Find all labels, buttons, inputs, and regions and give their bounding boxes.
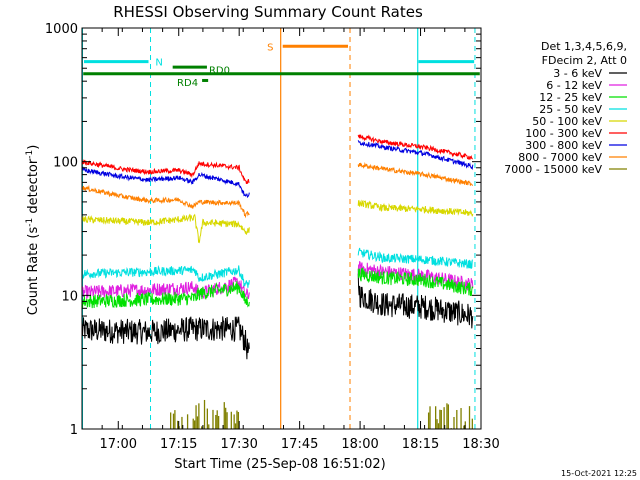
y-axis-label: Count Rate (s-1 detector-1) xyxy=(25,145,41,316)
y-tick-label: 1000 xyxy=(45,22,78,37)
legend-label: 100 - 300 keV xyxy=(525,127,602,140)
legend-label: 12 - 25 keV xyxy=(539,91,602,104)
y-tick-label: 100 xyxy=(53,156,78,171)
y-axis-ticks: 1 10 100 1000 xyxy=(45,22,481,438)
series-line xyxy=(81,247,473,288)
chart-title: RHESSI Observing Summary Count Rates xyxy=(113,3,423,21)
legend-label: 800 - 7000 keV xyxy=(518,151,602,164)
y-tick-label: 10 xyxy=(61,289,78,304)
x-tick-label: 18:00 xyxy=(341,437,378,452)
legend-title-line: FDecim 2, Att 0 xyxy=(542,54,627,67)
series-line xyxy=(81,140,474,199)
x-tick-label: 18:30 xyxy=(462,437,499,452)
legend-label: 300 - 800 keV xyxy=(525,139,602,152)
legend-title-line: Det 1,3,4,5,6,9, xyxy=(541,40,627,53)
y-tick-label: 1 xyxy=(70,423,78,438)
x-axis-label: Start Time (25-Sep-08 16:51:02) xyxy=(174,457,385,472)
series-line xyxy=(81,161,474,219)
legend-label: 50 - 100 keV xyxy=(532,115,602,128)
annotation-rd0: RD0 xyxy=(209,65,230,76)
annotation-n: N xyxy=(155,58,162,69)
time-markers: N S RD0 RD4 xyxy=(81,28,480,429)
timestamp: 15-Oct-2021 12:25 xyxy=(561,469,637,478)
x-tick-label: 17:00 xyxy=(100,437,137,452)
x-tick-label: 18:15 xyxy=(402,437,439,452)
annotation-rd4: RD4 xyxy=(177,78,198,89)
series-line xyxy=(81,199,474,244)
series-line xyxy=(81,273,474,360)
x-tick-label: 17:15 xyxy=(160,437,197,452)
series-line xyxy=(81,267,474,309)
annotation-s: S xyxy=(267,42,273,53)
legend-label: 7000 - 15000 keV xyxy=(504,163,602,176)
series-layer xyxy=(81,134,474,429)
legend-label: 25 - 50 keV xyxy=(539,103,602,116)
x-tick-label: 17:30 xyxy=(220,437,257,452)
x-axis-ticks: 17:00 17:15 17:30 17:45 18:00 18:15 18:30 xyxy=(81,28,500,452)
series-line xyxy=(81,134,473,184)
legend-label: 3 - 6 keV xyxy=(553,67,602,80)
legend-label: 6 - 12 keV xyxy=(546,79,602,92)
x-tick-label: 17:45 xyxy=(281,437,318,452)
plot-frame xyxy=(81,27,482,430)
legend: Det 1,3,4,5,6,9,FDecim 2, Att 03 - 6 keV… xyxy=(504,40,627,176)
